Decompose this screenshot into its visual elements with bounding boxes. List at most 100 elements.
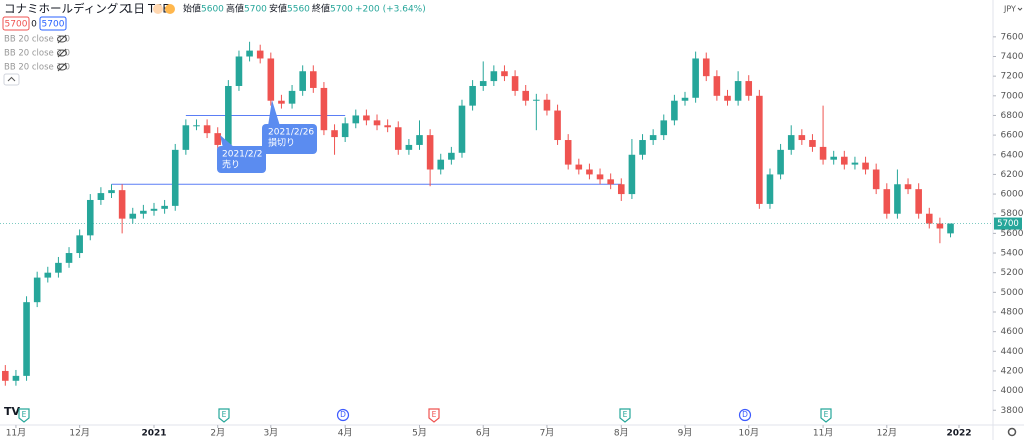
candle-body: [607, 179, 614, 185]
candle-body: [267, 58, 275, 101]
currency-dropdown: [1017, 7, 1023, 11]
settings-icon[interactable]: [1007, 427, 1017, 437]
candle-body: [76, 235, 83, 254]
y-tick-label: 4200: [1001, 366, 1024, 376]
last-price-label: 5700: [997, 219, 1019, 229]
candle-body: [394, 127, 402, 150]
x-tick-label: 5月: [412, 428, 427, 439]
candle-body: [203, 125, 211, 134]
candle-body: [681, 97, 689, 101]
candle-body: [490, 71, 498, 82]
x-tick-label: 2021: [141, 429, 166, 439]
candle-body: [341, 123, 349, 138]
candle-body: [44, 272, 52, 278]
callout-pointer: [268, 100, 280, 126]
event-label[interactable]: E: [432, 410, 437, 419]
buy-price[interactable]: 5700: [42, 20, 65, 30]
candle-body: [405, 144, 413, 150]
candle-body: [86, 199, 94, 236]
y-tick-label: 4000: [1001, 386, 1024, 396]
candle-body: [320, 87, 328, 131]
y-tick-label: 6000: [1001, 190, 1024, 200]
candle-body: [511, 76, 519, 91]
candle-body: [108, 190, 115, 194]
interval[interactable]: 1日: [126, 2, 145, 16]
x-tick-label: 10月: [739, 428, 759, 439]
sell-button[interactable]: [2, 16, 30, 31]
spread: 0: [31, 20, 37, 30]
ohlc-label: 終値: [312, 3, 330, 15]
visibility-slash: [57, 62, 67, 72]
candle-body: [310, 71, 317, 88]
ohlc-label: 安値: [269, 3, 287, 15]
candle-body: [363, 115, 370, 121]
candle-body: [617, 184, 625, 195]
event-label[interactable]: E: [22, 410, 27, 419]
callout-text: 売り: [222, 159, 240, 171]
y-tick-label: 7400: [1001, 52, 1024, 62]
event-marker: [428, 408, 440, 423]
candle-body: [214, 133, 222, 145]
x-tick-label: 12月: [69, 428, 89, 439]
event-marker: [18, 408, 30, 423]
ohlc-label: 始値: [183, 3, 201, 15]
y-tick-label: 4600: [1001, 327, 1024, 337]
visibility-slash: [57, 34, 67, 44]
event-marker: [738, 408, 752, 422]
event-marker: [336, 408, 350, 422]
collapse-button[interactable]: [3, 73, 20, 86]
candle-body: [936, 223, 944, 229]
ohlc-value: 5560: [287, 5, 310, 15]
candle-body: [925, 213, 933, 224]
y-tick-label: 6800: [1001, 111, 1024, 121]
y-tick-label: 7600: [1001, 32, 1024, 42]
candle-body: [416, 135, 423, 145]
candle-body: [437, 159, 445, 170]
x-tick-label: 6月: [476, 428, 491, 439]
visibility-icon: [57, 49, 67, 57]
candle-body: [469, 85, 476, 106]
candle-body: [692, 58, 699, 98]
candle-body: [671, 100, 678, 121]
buy-button[interactable]: [39, 16, 67, 31]
candle-body: [660, 120, 668, 136]
candle-body: [596, 174, 604, 180]
event-label[interactable]: D: [742, 410, 748, 419]
y-tick-label: 5600: [1001, 229, 1024, 239]
event-label[interactable]: D: [340, 410, 346, 419]
candle-body: [862, 162, 869, 170]
visibility-icon: [57, 35, 67, 43]
symbol-title[interactable]: コナミホールディングス: [4, 2, 130, 16]
candle-body: [299, 71, 306, 91]
event-label[interactable]: E: [824, 410, 829, 419]
candle-body: [384, 125, 391, 128]
y-tick-label: 6400: [1001, 150, 1024, 160]
candle-body: [798, 135, 806, 141]
y-tick-label: 6600: [1001, 131, 1024, 141]
candle-body: [129, 213, 137, 219]
candle-body: [182, 125, 190, 150]
sell-price[interactable]: 5700: [5, 20, 28, 30]
ohlc-value: 5700: [244, 5, 267, 15]
event-label[interactable]: E: [623, 410, 628, 419]
candle-body: [140, 210, 147, 214]
event-marker: [218, 408, 230, 423]
candle-body: [55, 262, 62, 273]
candle-body: [118, 190, 126, 219]
y-tick-label: 5800: [1001, 209, 1024, 219]
candle-body: [225, 85, 232, 145]
currency[interactable]: JPY: [1003, 5, 1016, 14]
candle-body: [331, 130, 338, 138]
candle-body: [171, 149, 179, 206]
x-tick-label: 3月: [263, 428, 278, 439]
y-tick-label: 5200: [1001, 268, 1024, 278]
y-tick-label: 5000: [1001, 288, 1024, 298]
candle-body: [702, 58, 710, 77]
candle-body: [819, 146, 827, 160]
event-label[interactable]: E: [222, 410, 227, 419]
candle-body: [777, 149, 784, 175]
x-tick-label: 9月: [678, 428, 693, 439]
candle-body: [745, 81, 753, 96]
last-price-box: [994, 217, 1022, 230]
candle-body: [533, 99, 540, 101]
